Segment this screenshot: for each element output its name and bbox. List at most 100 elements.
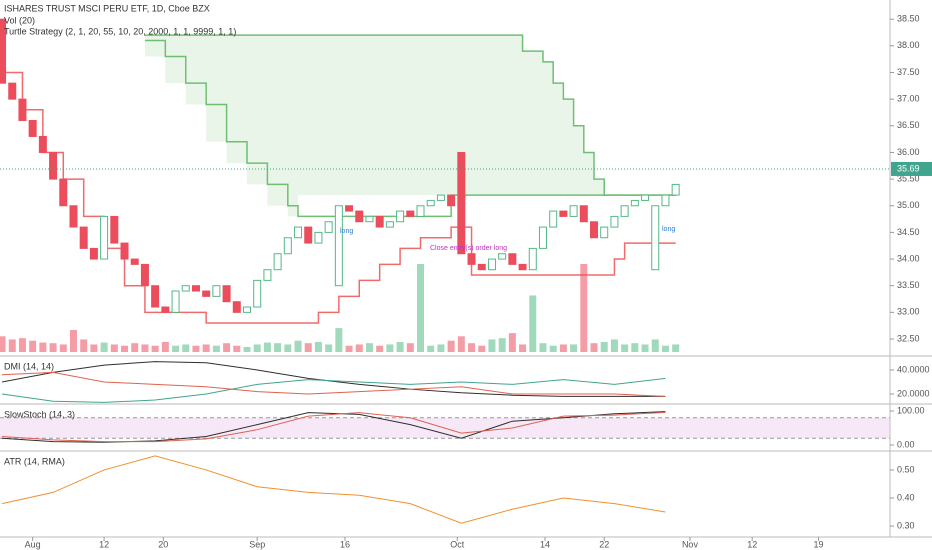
candle <box>181 285 190 292</box>
candle <box>426 199 435 207</box>
volume-bar <box>284 344 292 352</box>
volume-bar <box>529 295 537 352</box>
volume-bar <box>192 345 200 352</box>
legend-entry: Turtle Strategy (2, 1, 20, 55, 10, 20, 2… <box>4 26 236 36</box>
channel-line <box>144 39 676 218</box>
candle <box>161 306 170 313</box>
last-price-badge <box>891 161 932 176</box>
volume-bar <box>661 345 669 352</box>
candle <box>447 194 456 207</box>
candle <box>508 253 517 265</box>
candle <box>100 215 109 260</box>
x-tick-label: 14 <box>540 539 550 549</box>
y-tick-label: 34.50 <box>897 227 920 237</box>
candle <box>242 306 251 313</box>
volume-bar <box>8 339 16 352</box>
y-tick-label: 32.50 <box>897 333 920 343</box>
candle <box>18 98 27 121</box>
y-tick-label: 37.50 <box>897 67 920 77</box>
indicator-line <box>2 411 666 443</box>
y-tick-label: 0.30 <box>897 520 915 530</box>
candle <box>273 253 282 271</box>
volume-bar <box>570 344 578 352</box>
candle <box>28 119 37 137</box>
candle <box>498 253 507 260</box>
volume-bar <box>314 341 322 352</box>
candle <box>38 135 47 153</box>
volume-bar <box>172 345 180 352</box>
indicator-line <box>1 455 666 524</box>
candle <box>355 210 364 223</box>
candle <box>130 258 139 265</box>
volume-bar <box>90 344 98 352</box>
channel-fill <box>144 35 676 217</box>
y-tick-label: 35.50 <box>897 173 920 183</box>
volume-bar <box>202 344 210 352</box>
volume-bar <box>427 345 435 352</box>
volume-bar <box>641 344 649 352</box>
candle <box>59 178 68 207</box>
volume-bar <box>141 344 149 352</box>
candle <box>345 205 354 212</box>
candle <box>324 221 333 233</box>
pane-title: SlowStoch (14, 3) <box>4 409 75 419</box>
candle <box>202 290 211 297</box>
candle <box>304 226 313 244</box>
volume-bar <box>325 344 333 352</box>
volume-bar <box>590 343 598 352</box>
y-tick-label: 38.50 <box>897 14 920 24</box>
x-tick-label: Oct <box>450 539 465 549</box>
candle <box>191 285 200 292</box>
candle <box>518 263 527 271</box>
x-tick-label: Aug <box>25 539 41 549</box>
y-tick-label: 33.00 <box>897 307 920 317</box>
candle <box>559 210 568 217</box>
volume-bar <box>549 345 557 352</box>
x-tick-label: 22 <box>599 539 609 549</box>
candle <box>49 151 58 180</box>
candle <box>110 215 119 244</box>
volume-bar <box>508 333 516 352</box>
volume-bar <box>396 341 404 352</box>
candle <box>528 247 537 271</box>
volume-bar <box>365 343 373 352</box>
volume-bar <box>345 345 353 352</box>
x-tick-label: Sep <box>249 539 265 549</box>
candle <box>620 205 629 217</box>
candle <box>334 205 343 287</box>
candle <box>365 215 374 223</box>
volume-bar <box>406 343 414 352</box>
volume-bar <box>212 345 220 352</box>
chart-title: ISHARES TRUST MSCI PERU ETF, 1D, Cboe BZ… <box>4 3 210 13</box>
volume-bar <box>498 338 506 352</box>
candle <box>396 210 405 223</box>
volume-bar <box>478 345 486 352</box>
volume-bar <box>335 328 343 352</box>
volume-bar <box>294 340 302 352</box>
y-tick-label: 40.0000 <box>897 364 930 374</box>
volume-bar <box>131 343 139 352</box>
volume-bar <box>610 339 618 352</box>
candle <box>457 151 466 255</box>
volume-bar <box>243 346 251 352</box>
volume-bar <box>488 339 496 352</box>
candle <box>294 226 303 239</box>
indicator-line <box>1 377 666 403</box>
volume-bar <box>39 342 47 352</box>
candle <box>671 183 680 196</box>
candle <box>641 194 650 201</box>
volume-bar <box>600 341 608 352</box>
volume-bar <box>80 339 88 352</box>
volume-bar <box>18 338 26 352</box>
candle <box>120 242 129 260</box>
x-tick-label: Nov <box>682 539 699 549</box>
y-tick-label: 0.40 <box>897 492 915 502</box>
volume-bar <box>539 343 547 352</box>
candle <box>579 205 588 223</box>
candle <box>630 199 639 207</box>
volume-bar <box>621 344 629 352</box>
channel-line <box>144 34 676 196</box>
volume-bar <box>49 343 57 352</box>
candle <box>385 221 394 228</box>
volume-bar <box>100 342 108 352</box>
